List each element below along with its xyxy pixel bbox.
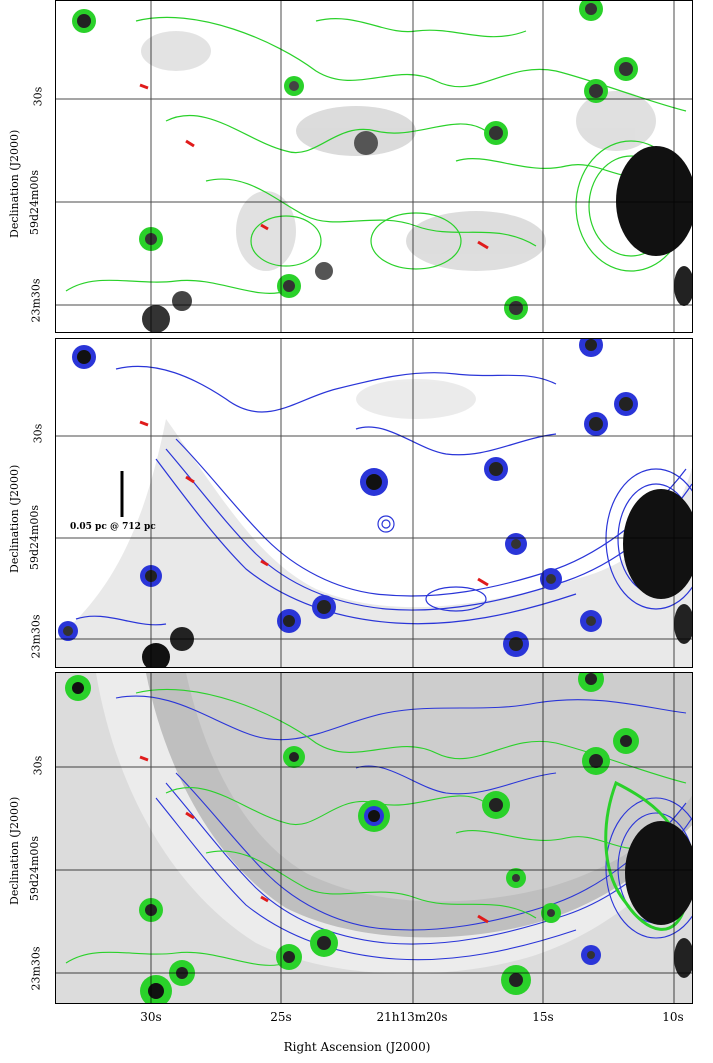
protostar-markers: [139, 755, 489, 924]
panel-3-ytick-30s: 30s: [31, 755, 45, 776]
panel-3-ytick-center: 59d24m00s: [28, 835, 42, 902]
panel-2-ytick-2330: 23m30s: [29, 614, 43, 659]
green-contours: [65, 688, 689, 966]
point-sources: [72, 1, 692, 332]
coordinate-grid: [56, 673, 692, 1003]
xtick-21h13m20s: 21h13m20s: [376, 1010, 448, 1024]
diffuse-emission: [56, 379, 692, 667]
panel-2-ytick-30s: 30s: [31, 423, 45, 444]
image-panel-combined: [55, 672, 693, 1004]
protostar-markers: [139, 83, 489, 250]
protostar-markers: [139, 420, 489, 587]
panel-2-ytick-center: 59d24m00s: [28, 504, 42, 571]
panel-3-drawing: [56, 673, 692, 1003]
panel-3-ytick-2330: 23m30s: [29, 946, 43, 991]
panel-3-ylabel: Declination (J2000): [8, 796, 21, 905]
panel-2-drawing: [56, 339, 692, 667]
xtick-30s: 30s: [140, 1010, 162, 1024]
panel-1-ylabel: Declination (J2000): [8, 129, 21, 238]
xtick-25s: 25s: [270, 1010, 292, 1024]
panel-1-drawing: [56, 1, 692, 332]
panel-1-ytick-2330: 23m30s: [29, 278, 43, 323]
panel-1-ytick-center: 59d24m00s: [28, 169, 42, 236]
x-axis-title: Right Ascension (J2000): [283, 1040, 431, 1054]
panel-1-ytick-30s: 30s: [31, 86, 45, 107]
image-panel-green: [55, 0, 693, 333]
diffuse-emission: [141, 31, 656, 271]
image-panel-blue: 0.05 pc @ 712 pc: [55, 338, 693, 668]
xtick-15s: 15s: [532, 1010, 554, 1024]
coordinate-grid: [56, 1, 692, 332]
coordinate-grid: [56, 339, 692, 667]
xtick-10s: 10s: [662, 1010, 684, 1024]
panel-2-ylabel: Declination (J2000): [8, 464, 21, 573]
point-sources: [65, 673, 692, 1003]
scale-bar-label: 0.05 pc @ 712 pc: [70, 522, 156, 532]
